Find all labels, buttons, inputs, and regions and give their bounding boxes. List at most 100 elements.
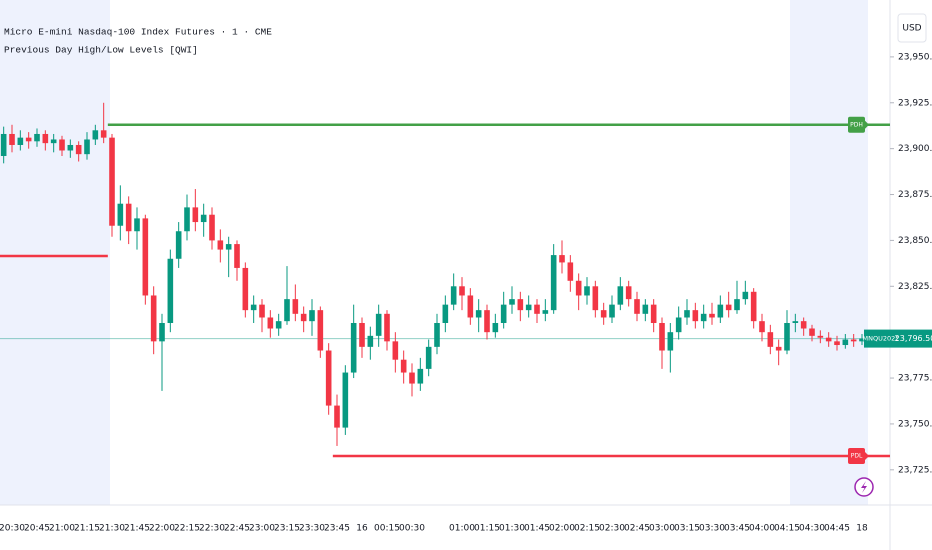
candle-body bbox=[492, 322, 499, 333]
x-tick-label: 00:30 bbox=[399, 524, 425, 534]
candle-body bbox=[725, 304, 732, 311]
y-tick-label: 23,900.00 bbox=[898, 144, 932, 154]
candle-body bbox=[592, 286, 599, 311]
x-tick-label: 02:45 bbox=[624, 524, 650, 534]
candle-body bbox=[450, 286, 457, 305]
candle-body bbox=[817, 335, 824, 338]
candle-body bbox=[175, 231, 182, 259]
candle-body bbox=[125, 203, 132, 232]
x-tick-label: 04:30 bbox=[799, 524, 825, 534]
candle-body bbox=[859, 338, 865, 342]
candle-body bbox=[117, 203, 124, 226]
x-tick-label: 04:15 bbox=[774, 524, 800, 534]
x-tick-label: 02:30 bbox=[599, 524, 625, 534]
x-tick-label: 03:00 bbox=[649, 524, 675, 534]
candle-body bbox=[509, 299, 515, 305]
candle-body bbox=[109, 137, 115, 226]
x-tick-label: 18 bbox=[856, 524, 868, 534]
candle-body bbox=[234, 244, 240, 268]
candle-body bbox=[634, 299, 640, 314]
candle-body bbox=[742, 291, 749, 300]
candle-body bbox=[459, 286, 465, 296]
candle-body bbox=[317, 310, 324, 351]
candle-body bbox=[159, 322, 165, 342]
candle-body bbox=[142, 218, 149, 296]
x-tick-label: 22:30 bbox=[199, 524, 225, 534]
candle-body bbox=[134, 218, 140, 232]
y-tick-label: 23,775.00 bbox=[898, 374, 932, 384]
candle-body bbox=[484, 310, 490, 333]
candle-body bbox=[384, 313, 390, 342]
symbol-label: MNQU2025 bbox=[863, 335, 900, 343]
candle-body bbox=[500, 304, 507, 323]
candle-body bbox=[834, 341, 840, 346]
x-tick-label: 04:00 bbox=[749, 524, 775, 534]
candle-body bbox=[100, 130, 107, 138]
candle-body bbox=[750, 291, 757, 322]
candle-body bbox=[850, 339, 857, 342]
x-tick-label: 23:00 bbox=[249, 524, 275, 534]
candle-body bbox=[267, 317, 274, 329]
y-tick-label: 23,825.00 bbox=[898, 282, 932, 292]
candle-body bbox=[375, 313, 382, 336]
candle-body bbox=[642, 304, 649, 314]
candle-body bbox=[217, 240, 224, 250]
candle-body bbox=[25, 137, 32, 142]
candle-body bbox=[475, 310, 482, 318]
x-tick-label: 01:30 bbox=[499, 524, 525, 534]
candle-body bbox=[542, 310, 549, 314]
level-label: PDL bbox=[851, 453, 863, 460]
candle-body bbox=[167, 258, 174, 323]
x-tick-label: 02:00 bbox=[549, 524, 575, 534]
candle-body bbox=[842, 339, 849, 346]
candle-body bbox=[767, 332, 774, 347]
candle-body bbox=[709, 313, 715, 318]
price-label: 23,796.50 bbox=[895, 334, 932, 343]
candle-body bbox=[0, 133, 7, 156]
candle-body bbox=[50, 139, 57, 144]
candle-body bbox=[242, 267, 249, 311]
candle-body bbox=[559, 255, 565, 263]
x-tick-label: 22:00 bbox=[149, 524, 175, 534]
alert-bolt bbox=[861, 481, 867, 493]
candle-body bbox=[9, 133, 15, 145]
candle-body bbox=[300, 313, 307, 322]
candle-body bbox=[717, 304, 724, 318]
candle-body bbox=[34, 133, 40, 142]
level-tag bbox=[848, 116, 865, 133]
x-tick-label: 02:15 bbox=[574, 524, 600, 534]
candle-body bbox=[225, 244, 232, 250]
y-tick-label: 23,750.00 bbox=[898, 419, 932, 429]
session-shade bbox=[0, 0, 110, 505]
candle-body bbox=[150, 295, 157, 342]
candle-body bbox=[684, 310, 690, 318]
candle-body bbox=[692, 310, 699, 322]
currency-box[interactable] bbox=[897, 13, 927, 43]
candle-body bbox=[825, 337, 832, 342]
candle-body bbox=[650, 304, 657, 323]
x-tick-label: 20:30 bbox=[0, 524, 25, 534]
y-tick-label: 23,850.00 bbox=[898, 236, 932, 246]
x-tick-label: 23:15 bbox=[274, 524, 300, 534]
candle-body bbox=[800, 321, 807, 329]
candle-body bbox=[625, 286, 632, 300]
candle-body bbox=[67, 144, 74, 151]
x-tick-label: 23:30 bbox=[299, 524, 325, 534]
candle-body bbox=[417, 368, 424, 384]
candle-body bbox=[359, 322, 365, 347]
candle-body bbox=[200, 214, 207, 223]
candle-body bbox=[784, 322, 790, 351]
candle-body bbox=[550, 255, 557, 311]
candle-body bbox=[350, 322, 357, 373]
candle-body bbox=[342, 372, 349, 428]
currency[interactable]: USD bbox=[902, 24, 921, 34]
candle-body bbox=[525, 304, 532, 311]
candle-body bbox=[284, 299, 290, 322]
candle-body bbox=[600, 310, 607, 318]
candle-body bbox=[92, 130, 99, 140]
x-tick-label: 21:45 bbox=[124, 524, 150, 534]
x-tick-label: 20:45 bbox=[24, 524, 50, 534]
x-tick-label: 03:30 bbox=[699, 524, 725, 534]
level-label: PDH bbox=[850, 121, 863, 128]
x-tick-label: 03:45 bbox=[724, 524, 750, 534]
